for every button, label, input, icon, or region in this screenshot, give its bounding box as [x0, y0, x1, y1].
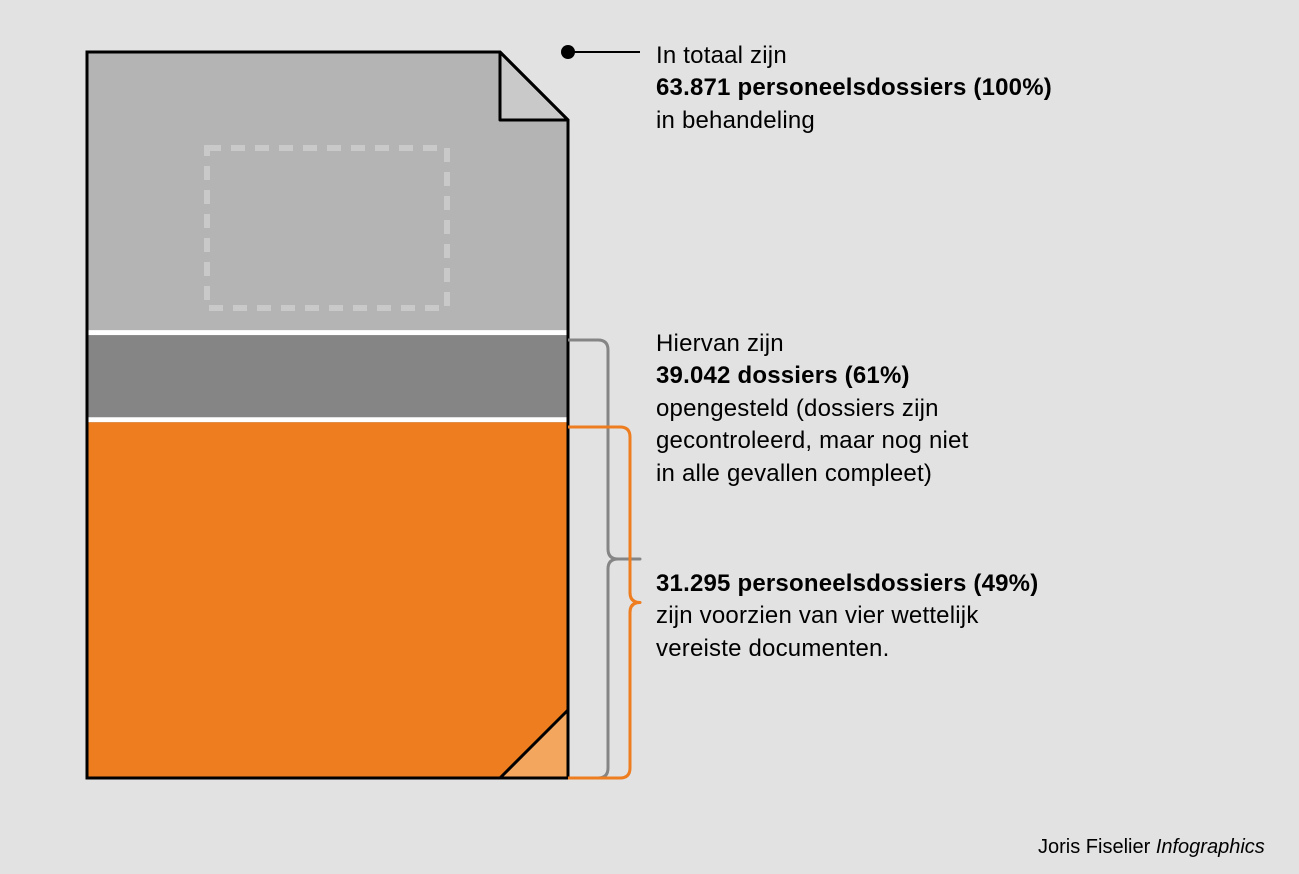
callout-total-line1: In totaal zijn	[656, 42, 787, 69]
divider-49	[87, 417, 568, 422]
callout-61-line5: in alle gevallen compleet)	[656, 460, 932, 487]
callout-49-bold: 31.295 personeelsdossiers (49%)	[656, 570, 1038, 597]
callout-61-line1: Hiervan zijn	[656, 330, 784, 357]
segment-49	[87, 422, 568, 778]
callout-total-text: In totaal zijn 63.871 personeelsdossiers …	[656, 40, 1052, 137]
callout-total-line3: in behandeling	[656, 107, 815, 134]
callout-total-bold: 63.871 personeelsdossiers (100%)	[656, 74, 1052, 101]
credit-name: Joris Fiselier	[1038, 836, 1150, 858]
divider-61	[87, 330, 568, 335]
callout-49-line3: vereiste documenten.	[656, 635, 889, 662]
callout-61-line3: opengesteld (dossiers zijn	[656, 395, 939, 422]
credit: Joris Fiselier Infographics	[1038, 836, 1265, 859]
credit-suffix: Infographics	[1156, 836, 1265, 858]
bracket-49	[568, 427, 640, 778]
callout-61-line4: gecontroleerd, maar nog niet	[656, 427, 968, 454]
callout-49-text: 31.295 personeelsdossiers (49%) zijn voor…	[656, 568, 1038, 665]
callout-61-text: Hiervan zijn 39.042 dossiers (61%) openges…	[656, 328, 968, 490]
callout-49-line2: zijn voorzien van vier wettelijk	[656, 602, 979, 629]
callout-61-bold: 39.042 dossiers (61%)	[656, 362, 910, 389]
callout-total-dot	[561, 45, 575, 59]
